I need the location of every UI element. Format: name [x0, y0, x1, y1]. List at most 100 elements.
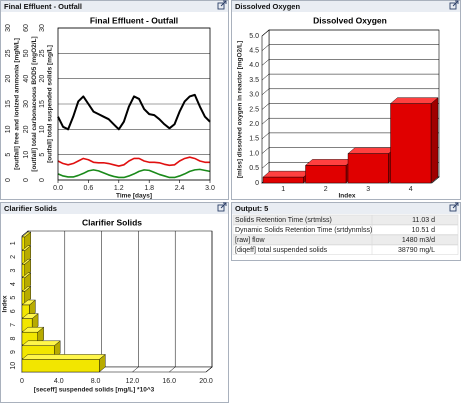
bar [21, 236, 25, 250]
y-tick-label: 30 [39, 24, 46, 32]
table-cell: 10.51 d [412, 227, 435, 234]
panel-title: Dissolved Oxygen [235, 2, 300, 11]
y-tick-label: 20 [39, 75, 46, 83]
y-tick-label: 60 [23, 24, 30, 32]
y-tick-label: 2.5 [249, 106, 259, 113]
popout-icon[interactable] [217, 202, 227, 212]
table-row [232, 214, 459, 225]
panel-title: Clarifier Solids [4, 204, 57, 213]
series-line [57, 156, 210, 167]
y-tick-label: 20 [23, 125, 30, 133]
bar-side-face [430, 97, 439, 184]
series-line [57, 93, 211, 131]
popout-icon[interactable] [217, 0, 227, 10]
y-tick-label: 10 [5, 125, 12, 133]
plot-frame [57, 27, 211, 181]
x-axis-label: Time [days] [116, 193, 152, 200]
y-tick-label: 8 [10, 336, 17, 340]
y-tick-label: 9 [10, 350, 17, 354]
panel-header [232, 1, 460, 12]
x-tick-label: 16.0 [162, 378, 176, 385]
y-axis-label: [mlss] dissolved oxygen in reactor [mgO2… [237, 41, 244, 178]
x-tick-label: 4.0 [54, 378, 64, 385]
x-tick-label: 8.0 [91, 378, 101, 385]
y-tick-label: 10 [39, 125, 46, 133]
bar-top-face [262, 170, 312, 178]
chart-title: Clarifier Solids [82, 217, 142, 227]
bar-top-face [304, 159, 354, 166]
bar [390, 103, 432, 184]
y-tick-label: 20 [5, 75, 12, 83]
y-tick-label: 15 [5, 100, 12, 108]
x-tick-label: 0.6 [84, 185, 94, 192]
y-tick-label: 2 [10, 255, 17, 259]
bar [21, 359, 100, 373]
grid-line [261, 103, 439, 110]
y-tick-label: 25 [5, 49, 12, 57]
x-tick-label: 0.0 [53, 185, 63, 192]
chart-title: Final Effluent - Outfall [90, 15, 178, 25]
y-tick-label: 7 [10, 323, 17, 327]
y-tick-label: 25 [39, 49, 46, 57]
y-tick-label: 4.5 [249, 48, 259, 55]
table-cell: Dynamic Solids Retention Time (srtdynmls… [235, 227, 372, 234]
y-tick-label: 0.5 [249, 165, 259, 172]
popout-icon[interactable] [449, 202, 459, 212]
x-tick-label: 2.4 [175, 185, 185, 192]
y-tick-label: 2.0 [249, 121, 259, 128]
grid-line [261, 59, 439, 66]
grid-line [169, 231, 176, 373]
x-tick-label: 4 [409, 186, 413, 193]
y-tick-label: 30 [5, 24, 12, 32]
panel-title: Final Effluent - Outfall [4, 2, 82, 11]
grid-line [261, 88, 439, 95]
popout-icon[interactable] [449, 0, 459, 10]
table-cell: 38790 mg/L [398, 247, 435, 254]
table-cell: [raw] flow [235, 237, 266, 244]
chart-title: Dissolved Oxygen [313, 15, 387, 25]
grid-line [261, 73, 439, 81]
y-axis-label: [outfall] total carbonaceous BOD5 [mgO2/… [31, 36, 38, 171]
y-tick-label: 5 [5, 153, 12, 157]
bar-top-face [21, 340, 61, 346]
y-tick-label: 3.0 [249, 92, 259, 99]
x-tick-label: 0 [20, 378, 24, 385]
grid-line [205, 231, 213, 373]
table-row [232, 224, 459, 235]
bar-top-face [347, 147, 397, 154]
bar-top-face [389, 97, 439, 104]
x-tick-label: 3.0 [205, 185, 215, 192]
x-tick-label: 20.0 [199, 378, 213, 385]
y-tick-label: 5 [10, 296, 17, 300]
x-tick-label: 2 [324, 186, 328, 193]
table-row [232, 244, 459, 255]
y-tick-label: 3 [10, 268, 17, 272]
grid-line [132, 231, 139, 373]
y-tick-label: 0 [39, 178, 46, 182]
y-tick-label: 10 [10, 362, 17, 370]
bar [21, 264, 25, 278]
grid-line [261, 29, 439, 37]
y-tick-label: 6 [10, 309, 17, 313]
x-tick-label: 1.2 [114, 185, 124, 192]
bar [21, 277, 25, 291]
y-axis-label: [outfall] total suspended solids [mg/L] [47, 45, 54, 163]
y-tick-label: 4 [10, 282, 17, 286]
table-row [232, 234, 459, 245]
y-tick-label: 5.0 [249, 33, 259, 40]
y-tick-label: 3.5 [249, 77, 259, 84]
panel-title: Output: 5 [235, 204, 268, 213]
x-axis-label: Index [339, 193, 356, 200]
y-tick-label: 1.0 [249, 150, 259, 157]
y-tick-label: 30 [23, 100, 30, 108]
y-tick-label: 0 [23, 178, 30, 182]
table-cell: [diqeff] total suspended solids [235, 247, 328, 254]
y-tick-label: 40 [23, 75, 30, 83]
y-tick-label: 5 [39, 153, 46, 157]
x-tick-label: 1 [281, 186, 285, 193]
y-tick-label: 1 [10, 241, 17, 245]
x-tick-label: 3 [366, 186, 370, 193]
panel-header [1, 1, 228, 12]
grid-line [261, 117, 439, 125]
series-line [57, 168, 211, 179]
